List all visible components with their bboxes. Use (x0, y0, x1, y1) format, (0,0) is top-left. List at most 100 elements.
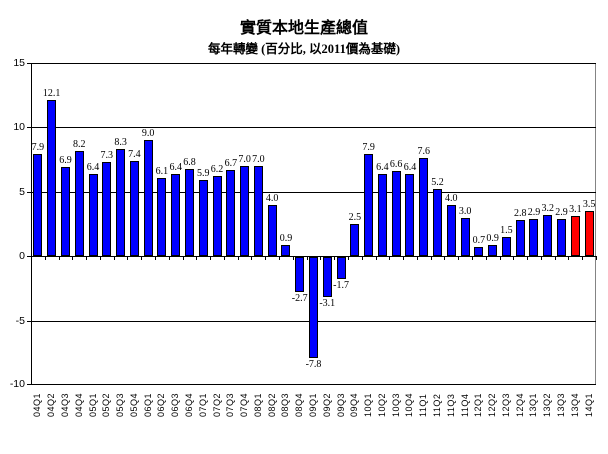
bar-04Q3 (60, 167, 70, 257)
y-axis-tick-10 (27, 127, 31, 129)
bar-06Q3 (171, 173, 181, 257)
zero-axis-tick (293, 256, 294, 261)
x-axis-label-08Q1: 08Q1 (252, 392, 263, 417)
x-axis-label-06Q1: 06Q1 (142, 392, 153, 417)
x-axis-label-13Q3: 13Q3 (556, 392, 567, 417)
zero-axis-tick (555, 256, 556, 261)
gridline-5 (31, 191, 596, 193)
bar-value-label-07Q4: 7.0 (238, 154, 251, 166)
x-axis-label-04Q3: 04Q3 (59, 392, 70, 417)
x-axis-label-05Q2: 05Q2 (101, 392, 112, 417)
zero-axis-tick (279, 256, 280, 261)
bar-09Q3 (336, 257, 346, 280)
bar-04Q4 (74, 150, 84, 257)
bar-value-label-11Q1: 7.6 (417, 146, 430, 158)
zero-axis-tick (59, 256, 60, 261)
bar-value-label-10Q1: 7.9 (362, 142, 375, 154)
bar-13Q3 (557, 218, 567, 257)
x-axis-label-10Q3: 10Q3 (390, 392, 401, 417)
bar-value-label-05Q4: 7.4 (128, 148, 141, 160)
bar-12Q1 (474, 247, 484, 257)
x-axis-label-07Q2: 07Q2 (211, 392, 222, 417)
x-axis-label-10Q4: 10Q4 (404, 392, 415, 417)
bar-value-label-10Q2: 6.4 (376, 161, 389, 173)
zero-axis-tick (389, 256, 390, 261)
zero-axis-tick (596, 256, 597, 261)
x-axis-label-09Q4: 09Q4 (349, 392, 360, 417)
bar-13Q2 (543, 214, 553, 257)
bar-08Q3 (281, 244, 291, 257)
bar-12Q4 (515, 220, 525, 257)
gridline--10 (31, 384, 596, 385)
bar-value-label-12Q3: 1.5 (500, 224, 513, 236)
x-axis-label-09Q1: 09Q1 (308, 392, 318, 417)
chart-title: 實質本地生產總值 (239, 20, 368, 37)
bar-11Q3 (446, 204, 456, 257)
zero-axis-tick (348, 256, 349, 261)
y-axis-label-10: 10 (13, 121, 25, 134)
x-axis-label-08Q4: 08Q4 (294, 392, 305, 417)
bar-07Q3 (226, 169, 236, 257)
bar-10Q4 (405, 173, 415, 257)
bar-value-label-04Q1: 7.9 (31, 142, 45, 154)
bar-value-label-05Q1: 6.4 (86, 161, 100, 173)
bar-value-label-04Q2: 12.1 (42, 88, 61, 100)
zero-axis-tick (376, 256, 377, 261)
x-axis-label-12Q4: 12Q4 (514, 392, 525, 417)
x-axis-label-11Q2: 11Q2 (432, 393, 443, 417)
zero-axis-tick (210, 256, 211, 261)
x-axis-label-14Q1: 14Q1 (583, 392, 594, 417)
bar-10Q1 (364, 154, 374, 257)
bar-value-label-06Q1: 9.0 (141, 128, 155, 140)
zero-axis-tick (320, 256, 321, 261)
x-axis-label-12Q3: 12Q3 (500, 392, 511, 417)
x-axis-label-08Q3: 08Q3 (280, 392, 291, 417)
zero-axis-tick (472, 256, 473, 261)
zero-axis-tick (307, 256, 308, 261)
y-axis-tick--5 (27, 320, 31, 322)
bar-value-label-05Q3: 8.3 (114, 137, 127, 149)
bar-value-label-06Q2: 6.1 (155, 165, 169, 177)
y-axis-label--10: -10 (9, 378, 25, 390)
bar-value-label-13Q2: 3.2 (541, 202, 555, 214)
zero-axis-tick (169, 256, 170, 261)
x-axis-label-12Q2: 12Q2 (487, 392, 498, 417)
x-axis-label-11Q3: 11Q3 (445, 393, 456, 417)
zero-axis-tick (183, 256, 184, 261)
bar-05Q1 (88, 173, 98, 257)
bar-05Q4 (129, 160, 139, 257)
bar-04Q1 (33, 154, 43, 257)
bar-value-label-09Q2: -3.1 (319, 298, 336, 310)
bar-value-label-06Q3: 6.4 (169, 161, 182, 173)
zero-axis-tick (417, 256, 418, 261)
bar-value-label-08Q2: 4.0 (265, 192, 279, 204)
y-axis-label-0: 0 (19, 250, 25, 263)
bar-09Q4 (350, 224, 360, 257)
x-axis-label-10Q1: 10Q1 (363, 392, 374, 417)
bar-value-label-10Q3: 6.6 (389, 159, 403, 171)
x-axis-label-11Q4: 11Q4 (459, 393, 470, 417)
bar-value-label-09Q3: -1.7 (333, 280, 349, 292)
zero-axis-tick (72, 256, 73, 261)
bar-10Q3 (391, 171, 401, 257)
gridline-10 (31, 127, 596, 129)
zero-axis-tick (486, 256, 487, 261)
x-axis-label-05Q4: 05Q4 (128, 392, 139, 417)
zero-axis-tick (513, 256, 514, 261)
bar-value-label-12Q1: 0.7 (472, 235, 486, 247)
zero-axis-tick (31, 256, 32, 261)
zero-axis-tick (568, 256, 569, 261)
x-axis-label-13Q1: 13Q1 (528, 392, 539, 417)
bar-value-label-08Q4: -2.7 (291, 292, 308, 304)
x-axis-label-10Q2: 10Q2 (376, 392, 387, 417)
x-axis-label-12Q1: 12Q1 (473, 392, 484, 417)
bar-value-label-05Q2: 7.3 (100, 150, 114, 162)
bar-value-label-11Q3: 4.0 (445, 192, 458, 204)
zero-axis-tick (45, 256, 46, 261)
bar-value-label-13Q4: 3.1 (569, 204, 582, 216)
bar-value-label-07Q2: 6.2 (210, 164, 224, 176)
bar-12Q2 (488, 244, 498, 257)
zero-axis-tick (86, 256, 87, 261)
y-axis-line (31, 63, 32, 385)
